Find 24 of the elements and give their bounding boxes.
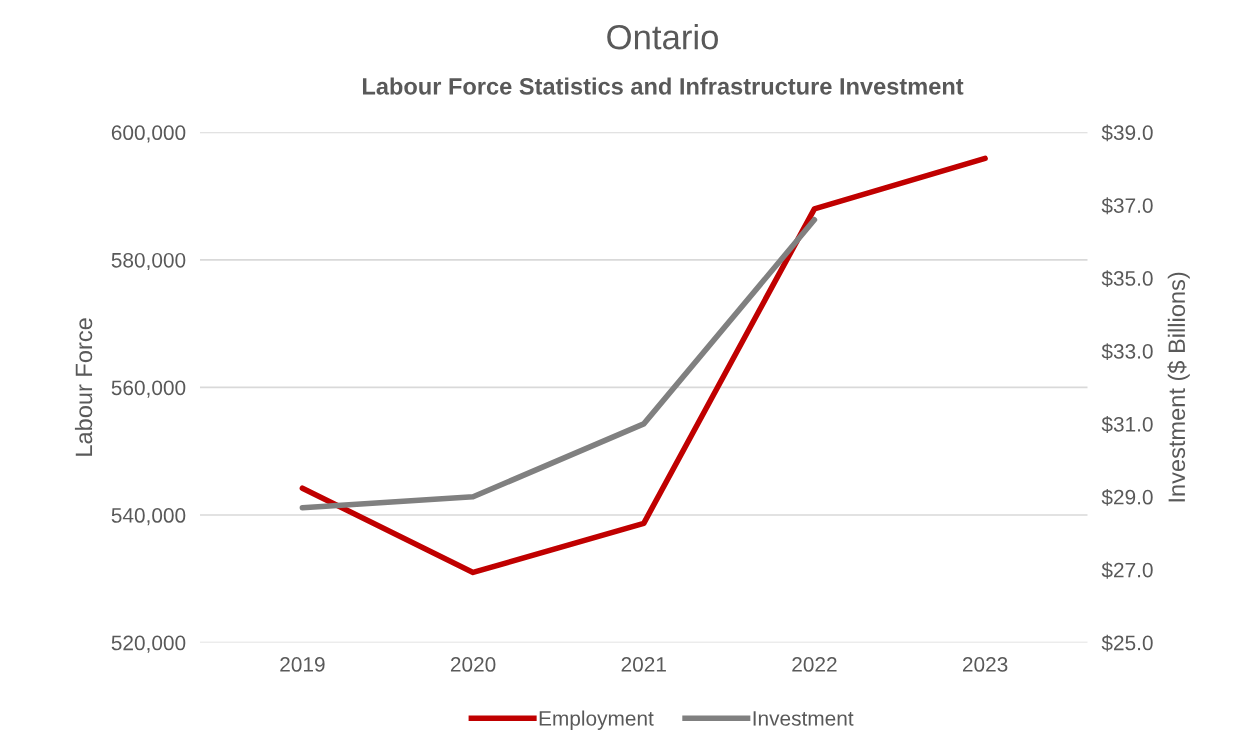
x-tick-label: 2019 [280, 657, 325, 672]
y2-tick-label: $33.0 [1101, 343, 1153, 360]
y-tick-label: 520,000 [111, 635, 186, 653]
chart-title: Ontario [607, 23, 718, 50]
x-tick-label: 2021 [621, 657, 666, 672]
y-tick-label: 600,000 [111, 125, 186, 143]
y-tick-label: 580,000 [111, 252, 186, 271]
y2-tick-label: $39.0 [1101, 124, 1153, 142]
chart-subtitle: Labour Force Statistics and Infrastructure Investment [362, 77, 964, 95]
y-tick-label: 540,000 [111, 508, 186, 526]
x-tick-label: 2023 [962, 657, 1008, 672]
legend-label: Employment [539, 710, 654, 730]
y-tick-label: 560,000 [111, 380, 186, 398]
y-axis-title: Labour Force [74, 318, 93, 456]
y2-tick-label: $35.0 [1101, 270, 1153, 288]
y2-tick-label: $27.0 [1101, 561, 1153, 579]
y2-tick-label: $25.0 [1101, 634, 1153, 652]
x-tick-label: 2020 [450, 657, 496, 672]
y2-tick-label: $29.0 [1101, 488, 1153, 506]
y2-tick-label: $37.0 [1101, 197, 1153, 215]
y2-axis-title: Investment ($ Billions) [1167, 272, 1190, 502]
legend-label: Investment [753, 711, 854, 726]
y2-tick-label: $31.0 [1101, 416, 1153, 433]
x-tick-label: 2022 [792, 657, 837, 672]
